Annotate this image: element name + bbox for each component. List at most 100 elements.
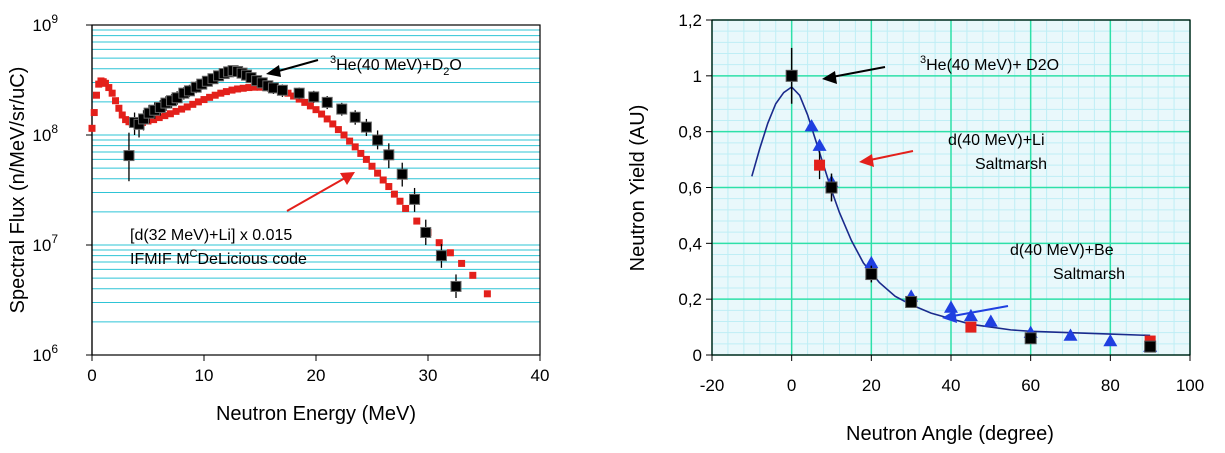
left-red-point — [150, 116, 158, 124]
right-he3-main-text: He(40 MeV)+ D2O — [926, 57, 1059, 74]
right-fit-line — [751, 85, 1151, 337]
left-red-point — [245, 84, 253, 92]
left-red-point — [334, 126, 342, 134]
right-annotation-dbe-line2: Saltmarsh — [1053, 266, 1125, 283]
right-y-ticks: 0 0,2 0,4 0,6 0,8 1 1,2 — [678, 11, 712, 365]
right-red-point — [814, 159, 826, 171]
right-blue-triangle — [812, 138, 827, 151]
left-red-point — [112, 97, 120, 105]
right-y-tick-label: 1 — [693, 67, 702, 86]
left-red-point — [183, 103, 191, 111]
right-black-point — [865, 268, 878, 281]
left-x-tick-label: 40 — [531, 366, 550, 385]
left-x-tick-label: 20 — [307, 366, 326, 385]
left-red-point — [413, 217, 421, 225]
right-chart: -20 0 20 40 60 80 100 0 0,2 0,4 0,6 0,8 1 1,2 Neutro… — [627, 11, 1204, 445]
right-x-tick-label: 0 — [787, 376, 796, 395]
left-red-point — [92, 91, 100, 99]
left-red-point — [357, 149, 365, 157]
right-annotation-dbe-line1: d(40 MeV)+Be — [1010, 242, 1114, 259]
right-y-tick-label: 0,6 — [678, 179, 702, 198]
right-x-tick-label: -20 — [700, 376, 725, 395]
left-y-tick-label: 109 — [32, 12, 58, 35]
he3-main-text: He(40 MeV)+D — [336, 57, 443, 74]
left-plot-frame — [91, 24, 541, 356]
left-red-point — [211, 91, 219, 99]
right-blue-triangle — [864, 255, 879, 269]
left-red-point — [483, 290, 491, 298]
right-blue-triangle — [804, 119, 819, 132]
left-red-point — [284, 89, 292, 97]
left-red-point — [346, 137, 354, 145]
left-black-point — [293, 87, 305, 99]
left-black-point — [308, 91, 320, 103]
left-red-arrow — [286, 172, 355, 212]
left-red-point — [155, 114, 163, 122]
right-he3-superscript: 3 — [920, 54, 926, 66]
left-black-point — [276, 84, 288, 96]
left-red-point — [200, 96, 208, 104]
left-red-point — [239, 84, 247, 92]
left-red-point — [385, 183, 393, 191]
left-black-point — [409, 193, 421, 205]
left-red-point — [340, 131, 348, 139]
right-annotation-he3: 3He(40 MeV)+ D2O — [920, 54, 1059, 74]
mcdelicious-superscript: C — [190, 248, 198, 260]
right-x-tick-label: 60 — [1021, 376, 1040, 395]
left-x-tick-label: 0 — [87, 366, 96, 385]
left-x-axis-label: Neutron Energy (MeV) — [216, 403, 416, 425]
left-red-point — [312, 106, 320, 114]
left-red-point — [368, 162, 376, 170]
right-red-point — [965, 321, 977, 333]
left-red-point — [458, 259, 466, 267]
left-red-point — [323, 115, 331, 123]
left-red-point — [115, 104, 123, 112]
left-red-point — [318, 110, 326, 118]
left-red-point — [166, 110, 174, 118]
he3-subscript: 2 — [443, 66, 449, 78]
right-blue-triangle — [983, 314, 998, 327]
left-black-arrow — [266, 59, 319, 77]
left-black-point — [336, 103, 348, 115]
he3-tail: O — [449, 57, 461, 74]
left-red-point — [101, 79, 109, 87]
right-x-axis-label: Neutron Angle (degree) — [846, 423, 1054, 445]
left-red-point — [306, 102, 314, 110]
left-black-point — [383, 149, 395, 161]
left-red-point — [469, 271, 477, 279]
left-red-point — [329, 120, 337, 128]
left-y-tick-label: 107 — [32, 232, 58, 255]
left-red-point — [290, 92, 298, 100]
left-red-point — [390, 190, 398, 198]
right-blue-triangle — [963, 308, 978, 322]
right-black-point — [825, 181, 838, 194]
left-black-point — [372, 134, 384, 146]
left-red-point — [379, 176, 387, 184]
right-y-tick-label: 0,4 — [678, 234, 702, 253]
left-annotation-he3: 3He(40 MeV)+D2O — [330, 54, 462, 78]
left-red-point — [88, 124, 96, 132]
right-black-arrow — [822, 66, 886, 84]
left-black-point — [435, 250, 447, 262]
left-red-point — [362, 155, 370, 163]
right-y-tick-label: 0,8 — [678, 123, 702, 142]
right-black-point — [785, 69, 798, 82]
left-red-point — [161, 112, 169, 120]
right-x-tick-label: 80 — [1101, 376, 1120, 395]
left-x-ticks: 0 10 20 30 40 — [87, 355, 549, 385]
left-black-point — [138, 113, 150, 125]
left-red-point — [194, 98, 202, 106]
left-red-point — [118, 111, 126, 119]
left-y-axis-label: Spectral Flux (n/MeV/sr/uC) — [7, 67, 29, 314]
left-x-tick-label: 10 — [195, 366, 214, 385]
left-red-point — [105, 84, 113, 92]
left-red-point — [217, 89, 225, 97]
mcdelicious-prefix: IFMIF M — [130, 251, 190, 268]
right-annotation-dli-line2: Saltmarsh — [975, 156, 1047, 173]
left-black-point — [396, 168, 408, 180]
left-chart: 0 10 20 30 40 106 107 108 109 Neutron Energy (M… — [7, 12, 549, 425]
left-y-ticks: 106 107 108 109 — [32, 12, 92, 365]
left-annotation-dli-line2: IFMIF MCDeLicious code — [130, 248, 307, 268]
left-red-point — [90, 109, 98, 117]
